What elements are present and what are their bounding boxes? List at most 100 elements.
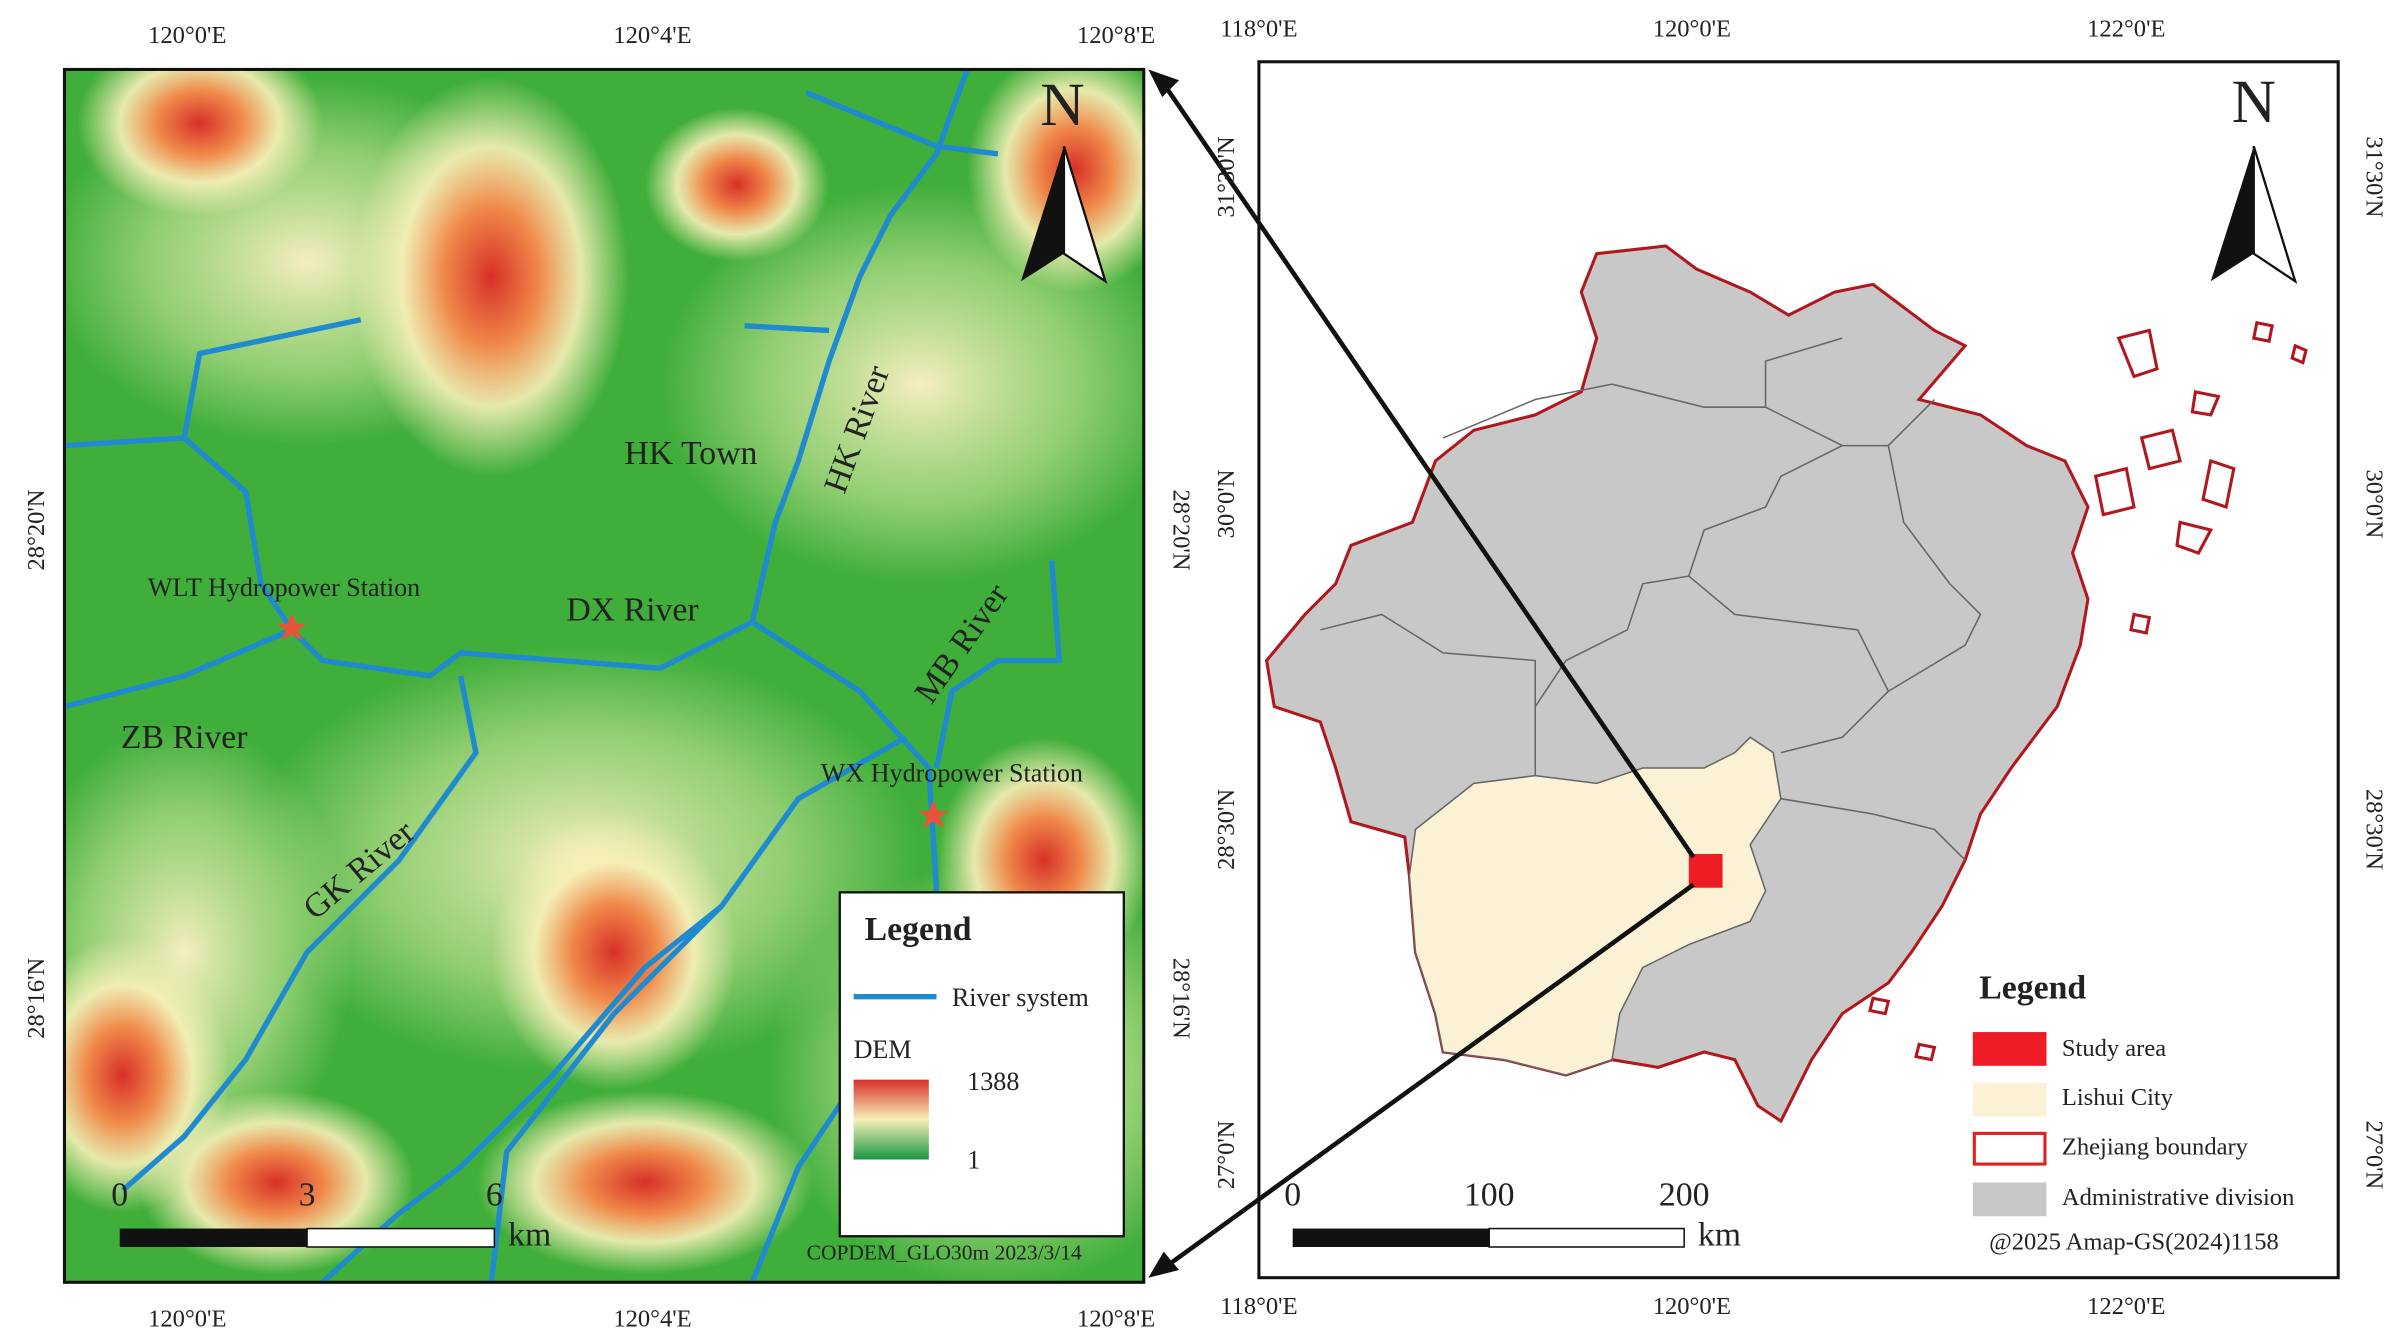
map-label: ZB River (121, 719, 248, 756)
relief (660, 184, 1144, 584)
y-tick-label: 28°30'N (2360, 789, 2387, 870)
admin-line (1688, 575, 1890, 754)
connector (1157, 75, 1696, 859)
scale-label: 0 (111, 1177, 128, 1214)
y-tick-label: 28°30'N (1213, 789, 1240, 870)
left-frame (62, 67, 1146, 1284)
north-label: N (1040, 71, 1084, 139)
legend-label: Administrative division (2062, 1184, 2295, 1211)
scale-segment (1488, 1227, 1685, 1248)
x-tick-label: 120°0'E (148, 1305, 226, 1332)
island (1868, 996, 1891, 1016)
source-label: COPDEM_GLO30m 2023/3/14 (807, 1241, 1082, 1265)
map-label: HK Town (624, 435, 757, 472)
admin-line (1780, 797, 1966, 861)
legend-label: DEM (854, 1035, 912, 1064)
river (804, 89, 999, 157)
island (2139, 428, 2182, 471)
legend-label: Lishui City (2062, 1084, 2174, 1111)
legend-label: Study area (2062, 1035, 2166, 1062)
map-label: WLT Hydropower Station (148, 573, 420, 602)
admin-line (1887, 445, 1982, 692)
legend-swatch (1972, 1131, 2047, 1166)
admin-lines (1320, 337, 1982, 861)
relief (353, 77, 630, 477)
x-tick-label: 118°0'E (1220, 1293, 1297, 1320)
x-tick-label: 120°4'E (613, 1305, 691, 1332)
y-tick-label: 30°0'N (2360, 470, 2387, 539)
legend-swatch (1972, 1182, 2047, 1217)
island (1914, 1042, 1937, 1062)
north-label: N (2232, 68, 2276, 136)
rivers (64, 69, 1063, 1283)
scale-label: 200 (1659, 1177, 1710, 1214)
island (2175, 520, 2214, 555)
scale-unit: km (508, 1217, 551, 1254)
scale-label: 3 (299, 1177, 316, 1214)
scale-label: 100 (1464, 1177, 1515, 1214)
scale-segment (1292, 1228, 1490, 1247)
admin-line (1764, 337, 1843, 408)
y-tick-label: 28°20'N (23, 489, 50, 570)
relief (644, 107, 830, 262)
x-tick-label: 120°8'E (1077, 1305, 1155, 1332)
y-tick-label: 27°0'N (2360, 1120, 2387, 1189)
x-tick-label: 122°0'E (2087, 1293, 2165, 1320)
relief (76, 69, 323, 216)
left-scale-bar (119, 1227, 496, 1248)
right-map (1258, 61, 2339, 1278)
connector-lines (1148, 69, 1696, 1278)
scale-segment (119, 1228, 308, 1247)
x-tick-label: 120°4'E (613, 22, 691, 49)
island (2290, 343, 2308, 365)
river (933, 560, 1063, 769)
left-legend (838, 891, 1125, 1238)
scale-unit: km (1698, 1217, 1741, 1254)
x-tick-label: 122°0'E (2087, 16, 2165, 43)
north-half (1062, 145, 1108, 285)
river (181, 317, 362, 439)
island (2251, 320, 2274, 343)
y-tick-label: 27°0'N (1213, 1120, 1240, 1189)
legend-swatch (1972, 1082, 2047, 1117)
x-tick-label: 120°8'E (1077, 22, 1155, 49)
relief (475, 1090, 814, 1275)
river (488, 734, 908, 1283)
legend-label: 1 (967, 1146, 980, 1175)
y-tick-label: 31°30'N (1213, 136, 1240, 217)
right-scale-bar (1292, 1227, 1685, 1248)
x-tick-label: 118°0'E (1220, 16, 1297, 43)
scale-segment (306, 1227, 496, 1248)
north-half (2252, 145, 2298, 285)
legend-box (838, 891, 1125, 1238)
legend-label: Zhejiang boundary (2062, 1133, 2249, 1160)
islands (1868, 320, 2308, 1062)
river (744, 323, 830, 334)
relief (491, 814, 737, 1091)
legend-label: River system (952, 983, 1089, 1012)
river (64, 435, 294, 632)
y-tick-label: 28°16'N (1167, 958, 1194, 1039)
legend-swatch (1972, 1032, 2047, 1066)
scale-label: 6 (486, 1177, 503, 1214)
river (749, 69, 970, 623)
river (64, 619, 940, 891)
legend-title: Legend (1979, 969, 2086, 1006)
island (2190, 390, 2221, 417)
admin-line (1320, 613, 1537, 707)
right-legend (1972, 1032, 2047, 1217)
y-tick-label: 28°16'N (23, 957, 50, 1038)
x-tick-label: 120°0'E (1653, 16, 1731, 43)
island (2201, 458, 2236, 510)
river (320, 904, 724, 1283)
station-star (276, 612, 308, 641)
right-frame (1257, 60, 2340, 1280)
island (2116, 328, 2159, 379)
x-tick-label: 120°0'E (1653, 1293, 1731, 1320)
map-label: WX Hydropower Station (821, 759, 1083, 788)
y-tick-label: 30°0'N (1213, 469, 1240, 538)
study-area (1688, 853, 1723, 888)
